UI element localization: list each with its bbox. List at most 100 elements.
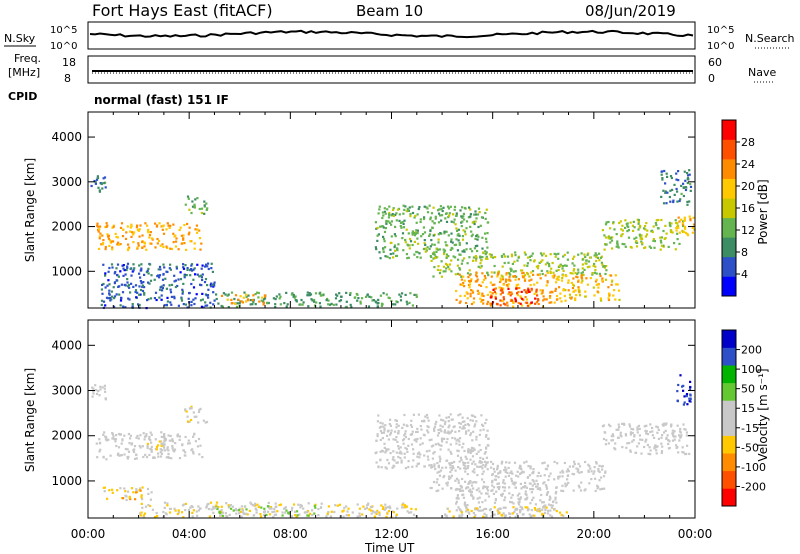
echo-cell <box>101 187 104 190</box>
echo-cell <box>458 273 461 276</box>
echo-cell <box>108 283 111 286</box>
echo-cell <box>177 511 180 514</box>
echo-cell <box>116 243 119 246</box>
echo-cell <box>92 387 95 390</box>
echo-cell <box>525 460 528 463</box>
echo-cell <box>538 507 541 510</box>
echo-cell <box>485 463 488 466</box>
echo-cell <box>566 251 569 254</box>
echo-cell <box>537 471 540 474</box>
echo-cell <box>438 474 442 477</box>
echo-cell <box>231 302 234 305</box>
echo-cell <box>559 292 562 295</box>
echo-cell <box>467 451 470 454</box>
echo-cell <box>257 506 260 509</box>
echo-cell <box>477 501 480 504</box>
echo-cell <box>574 289 577 292</box>
echo-cell <box>390 214 393 217</box>
echo-cell <box>264 295 267 298</box>
echo-cell <box>181 504 185 507</box>
echo-cell <box>385 467 388 470</box>
echo-cell <box>587 463 590 466</box>
echo-cell <box>411 233 414 236</box>
echo-cell <box>486 232 489 235</box>
echo-cell <box>610 274 613 277</box>
echo-cell <box>388 213 391 216</box>
echo-cell <box>132 491 135 494</box>
echo-cell <box>407 209 410 212</box>
echo-cell <box>473 481 476 484</box>
echo-cell <box>450 487 453 490</box>
echo-cell <box>670 229 673 232</box>
echo-cell <box>632 428 635 431</box>
power-colorbar-label: Power [dB] <box>756 179 770 244</box>
echo-cell <box>319 506 323 509</box>
echo-cell <box>192 411 195 414</box>
echo-cell <box>302 301 305 304</box>
echo-cell <box>601 277 604 280</box>
echo-cell <box>456 264 459 267</box>
echo-region-13 <box>670 215 696 237</box>
echo-cell <box>204 421 207 424</box>
echo-cell <box>496 464 499 467</box>
echo-cell <box>124 237 128 240</box>
echo-cell <box>434 217 437 220</box>
echo-cell <box>402 502 405 505</box>
echo-cell <box>438 455 441 458</box>
echo-cell <box>378 205 381 208</box>
echo-cell <box>607 423 611 426</box>
echo-cell <box>415 229 418 232</box>
echo-cell <box>575 294 578 297</box>
echo-cell <box>553 274 556 277</box>
echo-cell <box>503 489 506 492</box>
echo-cell <box>502 512 505 515</box>
echo-cell <box>684 428 687 431</box>
echo-cell <box>486 485 489 489</box>
echo-cell <box>100 182 103 185</box>
echo-cell <box>340 295 343 298</box>
echo-cell <box>314 292 318 295</box>
echo-cell <box>110 263 114 266</box>
echo-cell <box>154 515 157 519</box>
echo-cell <box>212 291 215 294</box>
echo-cell <box>471 481 474 484</box>
echo-cell <box>177 304 180 307</box>
echo-cell <box>533 283 536 286</box>
echo-cell <box>108 489 111 492</box>
echo-cell <box>520 269 523 272</box>
echo-cell <box>535 485 538 488</box>
colorbar-segment <box>722 120 736 140</box>
echo-cell <box>531 484 534 487</box>
echo-cell <box>598 464 601 467</box>
echo-cell <box>139 288 143 292</box>
echo-cell <box>345 291 348 294</box>
echo-cell <box>445 256 448 259</box>
echo-cell <box>491 283 495 286</box>
echo-cell <box>660 451 663 455</box>
echo-cell <box>147 504 150 507</box>
echo-cell <box>471 233 474 236</box>
echo-cell <box>131 305 134 308</box>
echo-cell <box>475 275 479 278</box>
echo-cell <box>513 260 516 263</box>
echo-cell <box>546 491 550 494</box>
echo-cell <box>457 488 460 491</box>
echo-cell <box>479 297 482 300</box>
echo-cell <box>510 496 513 499</box>
echo-cell <box>438 248 441 251</box>
n-sky-tick-top: 10^5 <box>50 25 77 36</box>
echo-cell <box>599 488 602 491</box>
echo-cell <box>682 220 685 223</box>
echo-cell <box>419 218 422 221</box>
echo-cell <box>462 249 466 252</box>
echo-cell <box>143 438 146 441</box>
echo-cell <box>117 275 120 278</box>
echo-cell <box>676 200 679 203</box>
echo-region-4 <box>102 486 153 502</box>
echo-cell <box>395 451 398 454</box>
echo-cell <box>516 292 519 295</box>
echo-cell <box>604 243 607 246</box>
echo-cell <box>191 511 194 514</box>
echo-cell <box>409 292 412 295</box>
